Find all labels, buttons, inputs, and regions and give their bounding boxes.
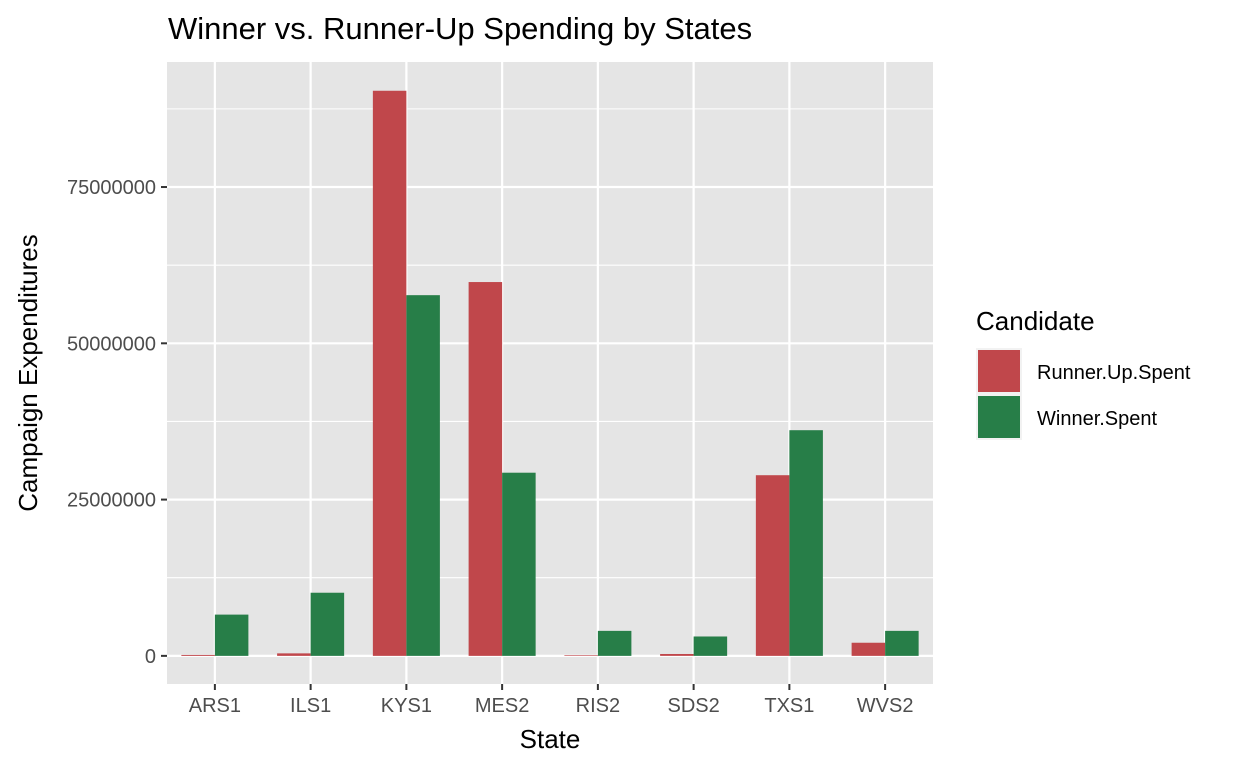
bar-Runner.Up.Spent-ILS1 — [277, 653, 311, 656]
bar-Winner.Spent-WVS2 — [885, 630, 919, 656]
x-axis-ticks: ARS1 ILS1 KYS1 MES2 RIS2 SDS2 TXS1 WVS2 — [189, 684, 914, 717]
x-tick-label: SDS2 — [668, 695, 720, 717]
bar-Winner.Spent-SDS2 — [693, 636, 728, 656]
legend: Candidate Runner.Up.Spent Winner.Spent — [976, 306, 1191, 440]
x-axis-title: State — [520, 724, 581, 754]
x-tick-label: ILS1 — [290, 695, 331, 717]
x-tick-label: RIS2 — [576, 695, 620, 717]
bar-Runner.Up.Spent-KYS1 — [372, 90, 407, 656]
y-tick-label: 75000000 — [67, 177, 156, 199]
bars — [181, 90, 919, 656]
y-tick-label: 0 — [145, 646, 156, 668]
bar-Runner.Up.Spent-WVS2 — [851, 642, 886, 656]
bar-Winner.Spent-KYS1 — [406, 295, 440, 656]
bar-Winner.Spent-MES2 — [502, 472, 536, 656]
x-tick-label: TXS1 — [764, 695, 814, 717]
y-axis-title: Campaign Expenditures — [13, 234, 43, 512]
x-tick-label: MES2 — [475, 695, 529, 717]
legend-label: Winner.Spent — [1037, 408, 1158, 430]
legend-swatch — [978, 396, 1020, 438]
chart-title: Winner vs. Runner-Up Spending by States — [168, 11, 752, 46]
bar-Runner.Up.Spent-TXS1 — [755, 475, 790, 656]
legend-label: Runner.Up.Spent — [1037, 362, 1191, 384]
bar-Winner.Spent-ILS1 — [310, 592, 345, 656]
bar-Runner.Up.Spent-ARS1 — [181, 654, 215, 656]
bar-Runner.Up.Spent-MES2 — [468, 282, 503, 656]
legend-title: Candidate — [976, 306, 1095, 336]
bar-Winner.Spent-TXS1 — [789, 430, 823, 656]
y-tick-label: 50000000 — [67, 333, 156, 355]
bar-Winner.Spent-ARS1 — [214, 614, 249, 656]
bar-Runner.Up.Spent-RIS2 — [564, 655, 598, 656]
bar-Runner.Up.Spent-SDS2 — [660, 653, 694, 656]
y-tick-label: 25000000 — [67, 490, 156, 512]
x-tick-label: ARS1 — [189, 695, 241, 717]
x-tick-label: WVS2 — [857, 695, 914, 717]
bar-Winner.Spent-RIS2 — [597, 630, 632, 656]
legend-swatch — [978, 350, 1020, 392]
x-tick-label: KYS1 — [381, 695, 432, 717]
y-axis-ticks: 0 25000000 50000000 75000000 — [67, 177, 167, 668]
